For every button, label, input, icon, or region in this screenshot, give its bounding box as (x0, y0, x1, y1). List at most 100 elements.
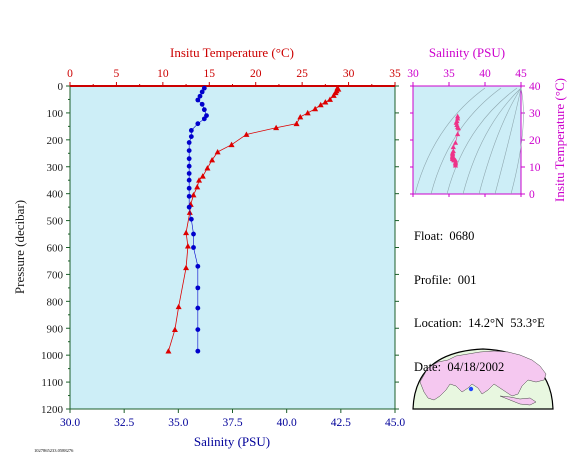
temperature-point (165, 348, 172, 354)
inset-y-tick-label: 20 (529, 135, 541, 147)
inset-ts-point (455, 131, 461, 137)
temperature-point (184, 243, 191, 249)
salinity-point (195, 97, 201, 103)
temperature-point (183, 264, 190, 271)
salinity-point (186, 185, 192, 191)
inset-plot-area (412, 85, 522, 195)
salinity-point (195, 285, 201, 291)
y-tick-label: 300 (47, 162, 64, 174)
temperature-point (175, 303, 182, 310)
inset-contour-line (510, 87, 524, 195)
x-bottom-tick-label: 30.0 (60, 417, 80, 429)
salinity-point (201, 107, 207, 113)
temperature-point (304, 109, 311, 116)
left-axis-title: Pressure (decibar) (12, 200, 27, 294)
salinity-point (195, 263, 201, 269)
float-id: Float: 0680 (414, 229, 475, 243)
inset-contour-line (494, 87, 522, 195)
inset-density-contours (414, 87, 524, 195)
x-top-tick-label: 10 (157, 68, 169, 80)
inset-contour-line (478, 87, 522, 195)
x-bottom-tick-label: 37.5 (222, 417, 242, 429)
x-top-tick-label: 0 (67, 68, 73, 80)
salinity-point (186, 171, 192, 176)
temperature-point (209, 157, 216, 163)
inset-x-tick-label: 45 (515, 68, 527, 80)
x-top-tick-label: 35 (389, 68, 401, 80)
inset-series-layer (450, 113, 461, 168)
salinity-point (195, 327, 201, 332)
salinity-point (188, 134, 194, 140)
x-bottom-tick-label: 35.0 (168, 417, 188, 429)
x-top-tick-label: 20 (250, 68, 262, 80)
y-tick-label: 0 (58, 81, 64, 93)
temperature-point (327, 96, 333, 102)
temperature-point (322, 99, 329, 105)
tick-layer: 0100200300400500600700800900100011001200… (41, 68, 541, 429)
x-bottom-tick-label: 42.5 (331, 417, 351, 429)
float-location-marker (468, 386, 474, 392)
y-tick-label: 1000 (41, 350, 64, 362)
temperature-point (183, 229, 190, 236)
salinity-point (195, 348, 201, 354)
x-bottom-tick-label: 40.0 (277, 417, 297, 429)
date-text: Date: 04/18/2002 (414, 359, 505, 374)
salinity-point (186, 148, 192, 154)
x-bottom-tick-label: 45.0 (385, 417, 405, 429)
temperature-point (190, 192, 197, 198)
inset-contour-line (462, 87, 522, 195)
inset-y-tick-label: 10 (529, 162, 541, 174)
salinity-point (186, 156, 192, 162)
salinity-point (186, 140, 192, 145)
temperature-point (297, 113, 304, 120)
temperature-point (194, 183, 201, 190)
salinity-point (188, 128, 194, 133)
salinity-point (197, 93, 203, 99)
x-top-tick-label: 30 (343, 68, 355, 80)
footer-id: 1027865233.0588276 (34, 448, 74, 453)
salinity-point (195, 305, 201, 311)
salinity-point (186, 177, 192, 183)
salinity-point (201, 116, 207, 122)
salinity-point (186, 163, 192, 169)
inset-contour-line (414, 87, 486, 195)
temperature-point (204, 165, 211, 171)
temperature-point (214, 148, 221, 155)
temperature-point (199, 173, 206, 179)
salinity-point (191, 245, 196, 250)
inset-y-tick-label: 40 (529, 81, 541, 93)
y-tick-label: 200 (47, 135, 64, 147)
inset-x-tick-label: 30 (407, 68, 419, 80)
top-axis-title: Insitu Temperature (°C) (170, 45, 294, 60)
map-land-south (499, 395, 537, 406)
salinity-point (199, 101, 205, 107)
float-info: Float: 0680 Profile: 001 Location: 14.2°… (414, 200, 545, 403)
salinity-point (199, 89, 205, 95)
y-tick-label: 500 (47, 216, 64, 228)
inset-ts-point (452, 162, 459, 168)
y-tick-label: 1200 (41, 404, 64, 416)
inset-ts-point (455, 125, 461, 131)
temperature-point (273, 124, 280, 131)
location-text: Location: 14.2°N 53.3°E (414, 316, 545, 330)
inset-x-tick-label: 35 (443, 68, 455, 80)
temperature-point (228, 141, 235, 148)
temperature-point (196, 177, 203, 183)
y-tick-label: 600 (47, 243, 64, 255)
inset-top-axis-title: Salinity (PSU) (429, 45, 505, 60)
temperature-point (317, 101, 324, 108)
inset-y-tick-label: 0 (529, 189, 535, 201)
temperature-point (293, 120, 300, 127)
temperature-point (243, 131, 250, 137)
salinity-point (188, 216, 194, 222)
y-tick-label: 400 (47, 189, 64, 201)
location-map (412, 348, 554, 410)
y-tick-label: 900 (47, 323, 64, 335)
series-layer (165, 85, 342, 354)
salinity-point (195, 121, 201, 127)
inset-x-tick-label: 40 (479, 68, 491, 80)
x-top-tick-label: 15 (204, 68, 216, 80)
inset-ts-point (452, 140, 459, 145)
